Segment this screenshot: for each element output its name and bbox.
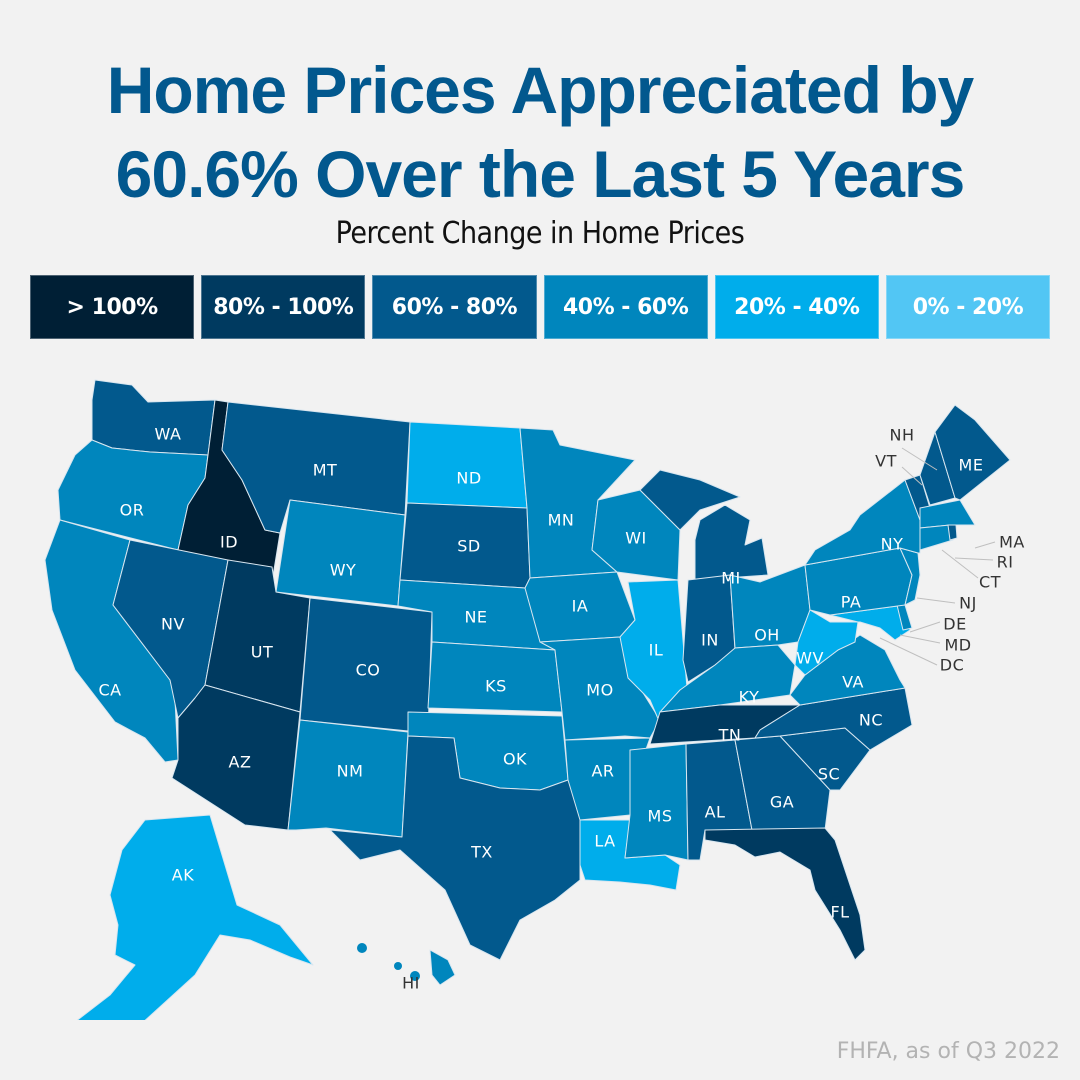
state-FL (704, 827, 866, 961)
label-SC: SC (817, 764, 841, 784)
label-VA: VA (842, 672, 864, 692)
label-OK: OK (502, 749, 528, 769)
label-AR: AR (591, 761, 615, 781)
title-line-1: Home Prices Appreciated by (106, 53, 975, 127)
state-WA (91, 379, 216, 456)
label-MT: MT (312, 460, 338, 480)
label-DC: DC (939, 655, 965, 675)
legend-item-over-100: > 100% (30, 275, 195, 339)
label-SD: SD (457, 536, 481, 556)
state-HI-island (357, 943, 367, 953)
label-GA: GA (769, 792, 795, 812)
state-WV (794, 609, 859, 676)
label-WA: WA (154, 424, 182, 444)
label-NC: NC (858, 710, 884, 730)
label-ME: ME (958, 455, 984, 475)
label-WV: WV (796, 648, 824, 668)
legend-title: Percent Change in Home Prices (335, 216, 745, 251)
label-IN: IN (701, 630, 719, 650)
state-MS (624, 743, 689, 861)
us-map-svg (44, 379, 1011, 1020)
state-HI-island (394, 962, 402, 970)
label-TN: TN (718, 725, 742, 745)
label-ND: ND (456, 468, 482, 488)
label-IA: IA (571, 596, 589, 616)
label-CT: CT (979, 572, 1001, 592)
state-HI-island (410, 971, 420, 981)
label-CO: CO (355, 660, 381, 680)
state-MT (221, 401, 411, 534)
label-WY: WY (329, 560, 357, 580)
label-MI: MI (721, 568, 741, 588)
label-NV: NV (161, 614, 185, 634)
legend-item-40-60: 40% - 60% (543, 275, 708, 339)
legend-item-80-100: 80% - 100% (201, 275, 366, 339)
page-title: Home Prices Appreciated by 60.6% Over th… (0, 48, 1080, 216)
label-NY: NY (880, 534, 904, 554)
state-RI (947, 524, 958, 541)
label-MS: MS (647, 806, 673, 826)
source-note: FHFA, as of Q3 2022 (836, 1039, 1060, 1064)
label-DE: DE (943, 614, 967, 634)
state-MI (694, 504, 769, 581)
state-AZ (171, 684, 301, 831)
label-PA: PA (840, 592, 862, 612)
state-HI (429, 949, 456, 986)
label-NH: NH (889, 425, 915, 445)
label-OR: OR (119, 500, 145, 520)
label-MN: MN (547, 510, 575, 530)
label-TX: TX (471, 842, 493, 862)
state-WY (275, 499, 406, 607)
title-line-2: 60.6% Over the Last 5 Years (115, 137, 966, 211)
us-map: WA OR CA ID NV MT WY UT AZ CO NM ND SD N… (0, 360, 1080, 1020)
legend-item-60-80: 60% - 80% (372, 275, 537, 339)
label-RI: RI (996, 552, 1014, 572)
state-IL (619, 579, 689, 736)
state-TX (329, 735, 581, 961)
callout-lines (879, 447, 996, 666)
label-VT: VT (875, 451, 897, 471)
label-AL: AL (704, 802, 726, 822)
label-CA: CA (98, 680, 122, 700)
label-KS: KS (485, 676, 507, 696)
label-ID: ID (219, 532, 239, 552)
label-MA: MA (999, 532, 1025, 552)
state-MI-upper (639, 469, 741, 531)
label-UT: UT (250, 642, 274, 662)
state-ND (406, 421, 528, 509)
label-NE: NE (464, 607, 488, 627)
label-KY: KY (738, 687, 760, 707)
legend: > 100% 80% - 100% 60% - 80% 40% - 60% 20… (30, 275, 1051, 339)
state-AK (76, 814, 314, 1020)
label-HI: HI (402, 973, 420, 993)
label-NM: NM (336, 761, 364, 781)
label-LA: LA (594, 831, 616, 851)
state-ME (934, 404, 1011, 501)
label-NJ: NJ (959, 593, 977, 613)
state-CT (919, 524, 954, 551)
label-MD: MD (944, 635, 972, 655)
legend-item-20-40: 20% - 40% (714, 275, 879, 339)
label-WI: WI (625, 528, 647, 548)
label-FL: FL (830, 902, 850, 922)
label-MO: MO (586, 680, 614, 700)
label-IL: IL (648, 640, 664, 660)
label-AZ: AZ (228, 752, 252, 772)
state-MA (919, 499, 976, 529)
label-OH: OH (754, 625, 780, 645)
legend-item-0-20: 0% - 20% (885, 275, 1051, 339)
label-AK: AK (171, 865, 195, 885)
